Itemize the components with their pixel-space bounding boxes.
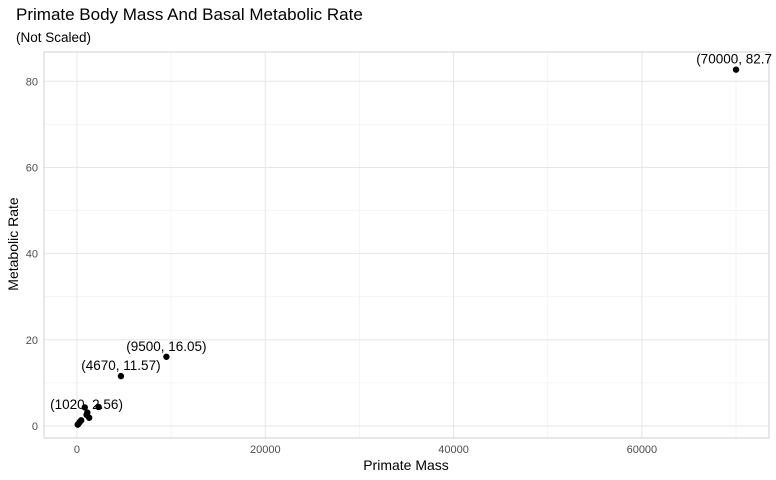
y-tick-label: 60: [26, 162, 38, 174]
point-label: (4670, 11.57): [81, 358, 160, 373]
y-tick-label: 40: [26, 249, 38, 261]
data-point: [732, 66, 740, 73]
x-tick-label: 40000: [438, 444, 469, 456]
y-axis-title: Metabolic Rate: [5, 197, 21, 291]
data-point: [84, 409, 91, 416]
data-point: [85, 414, 93, 421]
point-label: (9500, 16.05): [126, 339, 206, 354]
x-tick-label: 20000: [250, 444, 281, 456]
chart-title: Primate Body Mass And Basal Metabolic Ra…: [16, 5, 363, 24]
x-axis-title: Primate Mass: [363, 457, 449, 473]
y-tick-label: 0: [32, 421, 38, 433]
x-axis-ticks: 0 20000 40000 60000: [74, 444, 657, 456]
x-tick-label: 60000: [627, 444, 658, 456]
data-points: [74, 66, 740, 428]
grid-lines: [44, 52, 769, 438]
point-label: (70000, 82.7: [696, 52, 772, 67]
data-point: [81, 404, 88, 411]
y-axis-ticks: 0 20 40 60 80: [26, 76, 38, 433]
plot-panel: [43, 51, 770, 439]
point-label: (1020, 2.56): [50, 397, 123, 412]
data-point: [95, 403, 102, 411]
y-tick-label: 20: [26, 335, 38, 347]
y-tick-label: 80: [26, 76, 38, 88]
data-point: [74, 421, 81, 428]
chart-subtitle: (Not Scaled): [16, 30, 91, 45]
data-point: [163, 353, 170, 360]
data-point: [117, 372, 125, 380]
point-labels: (70000, 82.7 (9500, 16.05) (4670, 11.57) (1…: [50, 52, 772, 412]
x-tick-label: 0: [74, 444, 80, 456]
